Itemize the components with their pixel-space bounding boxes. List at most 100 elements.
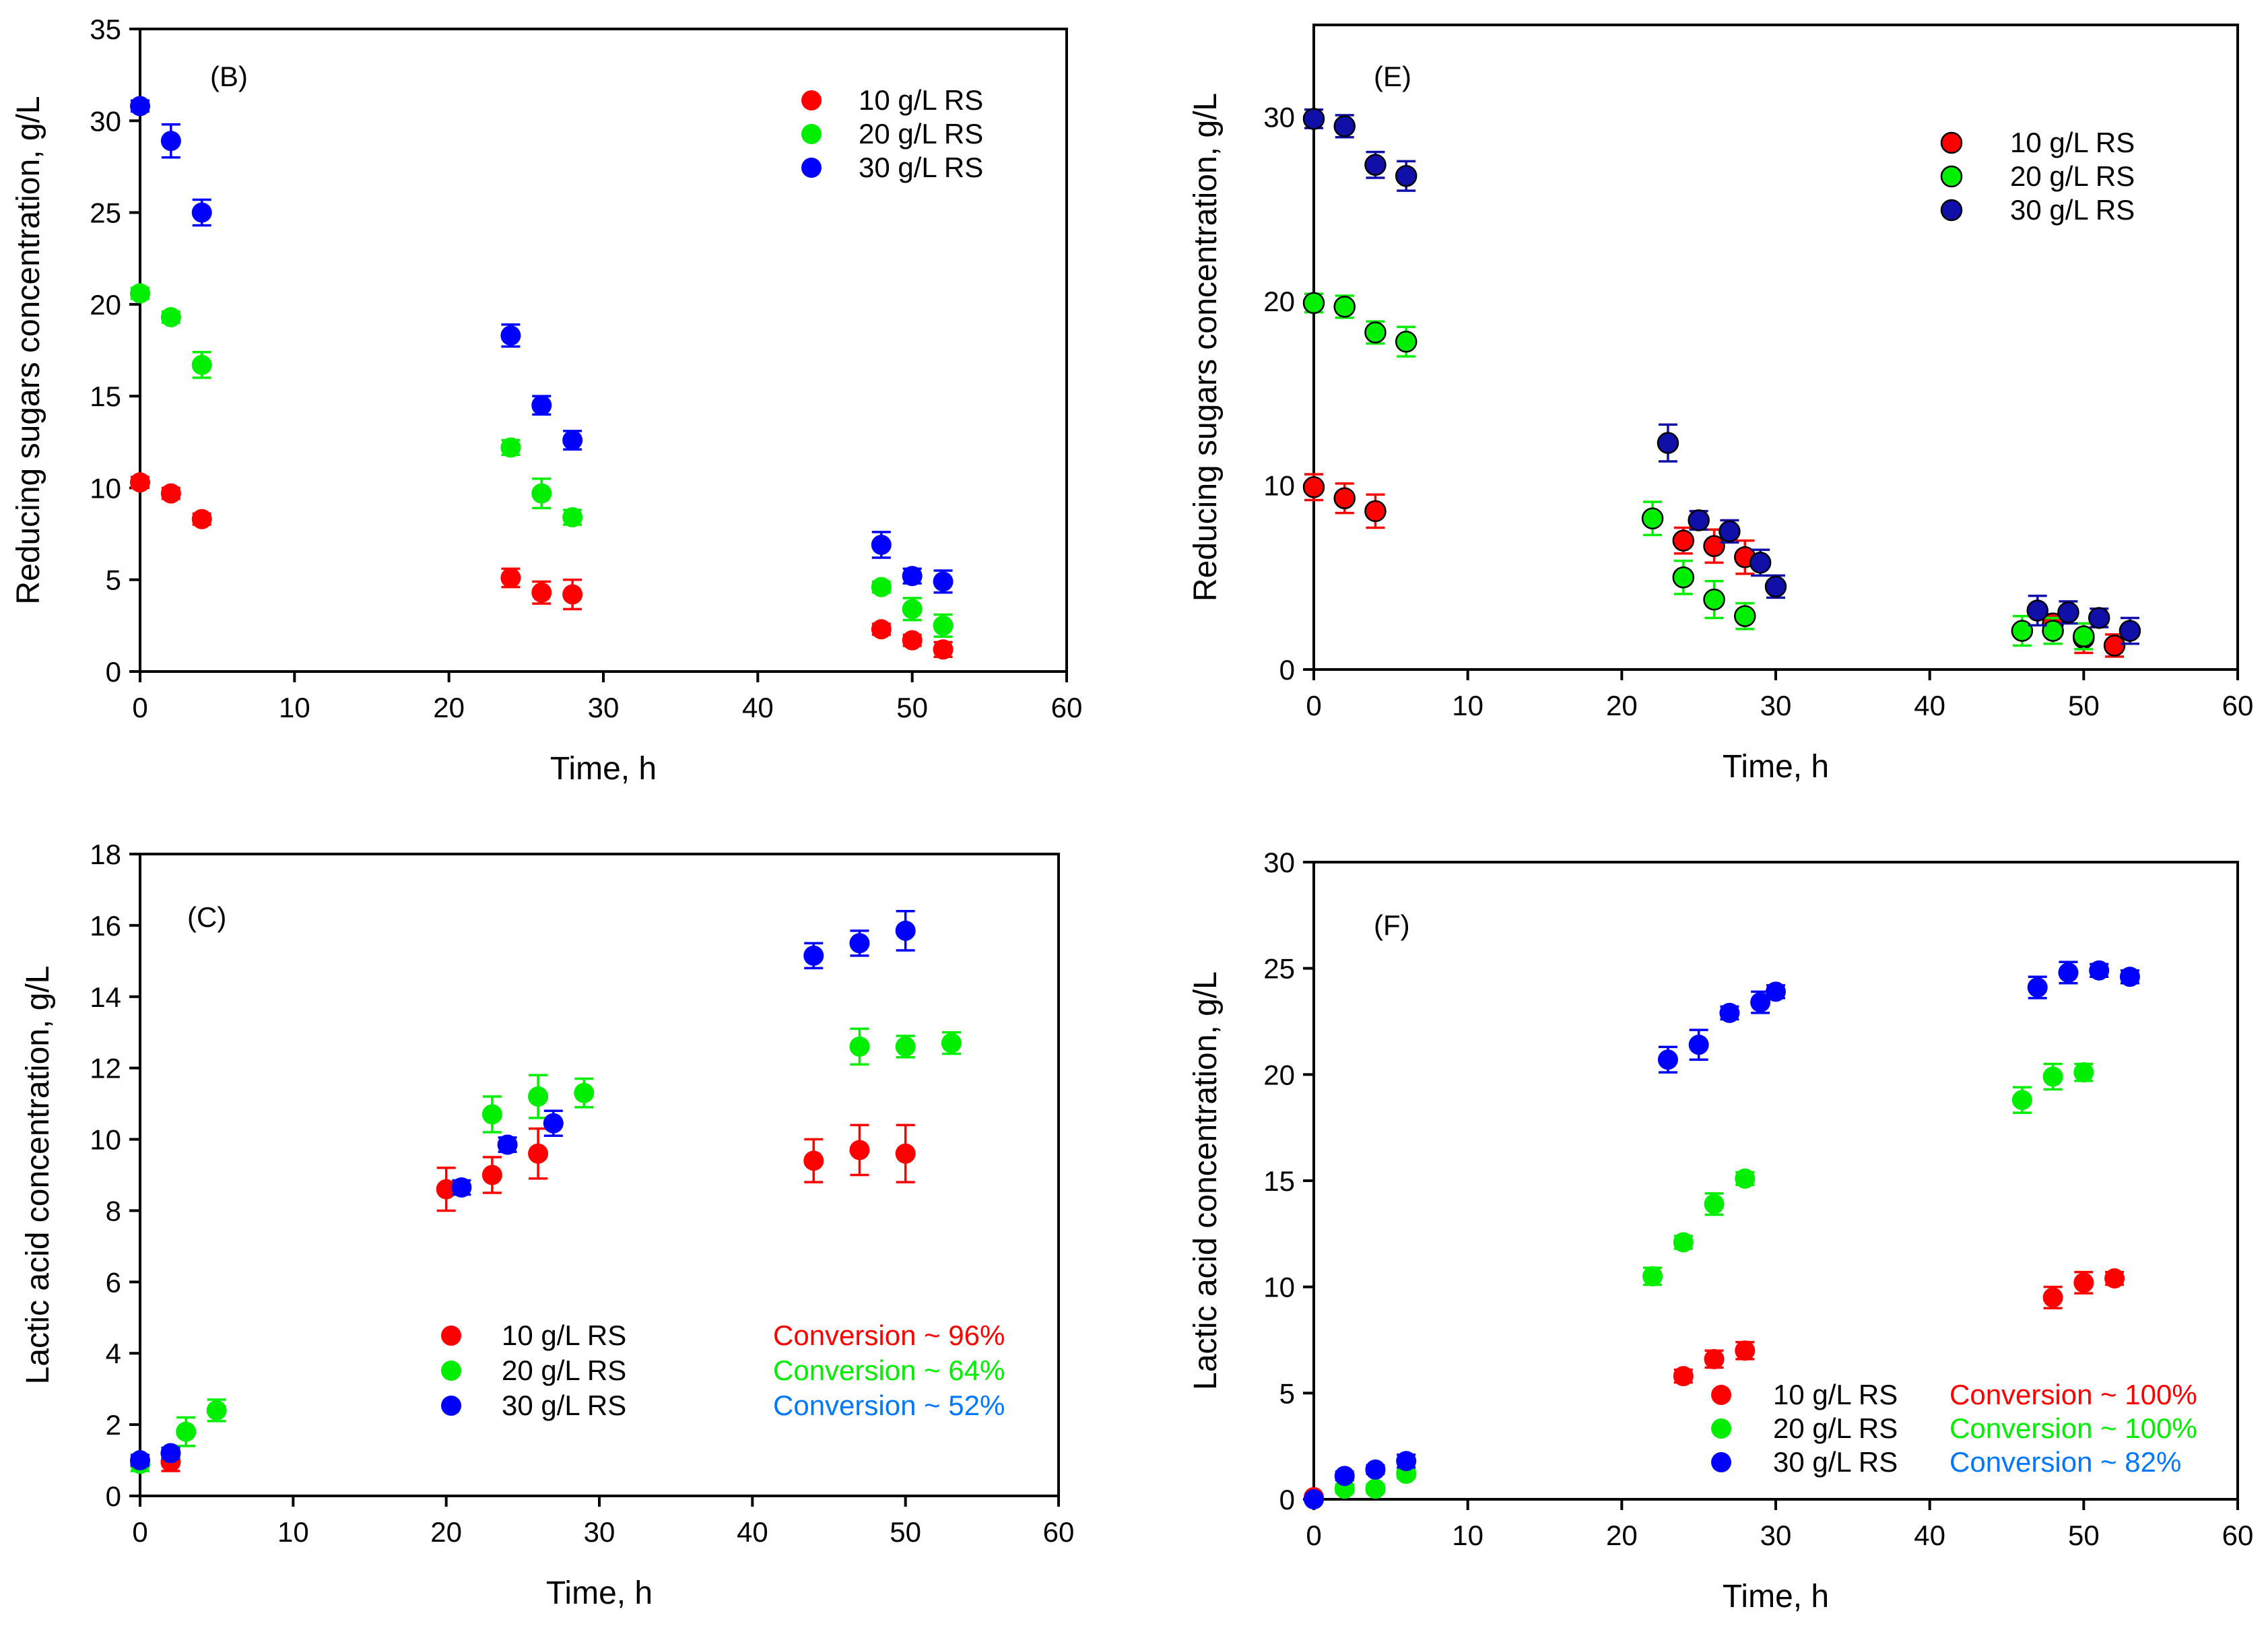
conversion-annotation: Conversion ~ 96% xyxy=(773,1319,1005,1351)
data-point xyxy=(1365,1459,1386,1480)
y-tick-label: 10 xyxy=(90,1124,121,1156)
data-point xyxy=(2073,625,2095,648)
y-axis-label: Lactic acid concentration, g/L xyxy=(20,966,56,1385)
data-point xyxy=(1688,1035,1709,1055)
data-point xyxy=(1703,535,1725,558)
data-point xyxy=(497,1134,518,1155)
data-point xyxy=(902,630,923,651)
data-point xyxy=(191,202,212,223)
legend-marker xyxy=(1711,1385,1731,1405)
x-tick-label: 40 xyxy=(1914,1519,1945,1551)
data-point xyxy=(2026,599,2048,622)
data-point xyxy=(531,483,552,504)
y-tick-label: 12 xyxy=(90,1053,121,1084)
panel-e-reducing-sugars: 0 10 20 30 40 50 60 0 10 20 30 Time, h Reducing suga… xyxy=(1188,24,2254,785)
data-point xyxy=(1673,1232,1694,1253)
series-3 xyxy=(1302,108,2141,645)
data-point xyxy=(1302,476,1325,498)
data-point xyxy=(1749,552,1772,574)
data-point xyxy=(481,1104,502,1125)
data-point xyxy=(562,507,583,528)
data-point xyxy=(2073,1272,2094,1293)
data-point xyxy=(2042,620,2064,642)
y-tick-label: 25 xyxy=(90,197,121,229)
data-point xyxy=(500,567,521,588)
x-tick-label: 10 xyxy=(1452,1519,1483,1551)
legend-label: 10 g/L RS xyxy=(2010,127,2135,158)
series-2 xyxy=(1302,292,2095,651)
data-point xyxy=(902,566,923,587)
data-point xyxy=(895,920,916,941)
x-tick-label: 0 xyxy=(1306,690,1321,721)
data-point xyxy=(2057,601,2079,624)
data-point xyxy=(1657,432,1679,454)
data-point xyxy=(562,584,583,605)
x-tick-label: 40 xyxy=(1914,690,1945,721)
data-point xyxy=(1704,1194,1725,1214)
y-tick-label: 15 xyxy=(1263,1165,1295,1197)
data-point xyxy=(2119,620,2141,642)
data-point xyxy=(1395,164,1418,187)
series-3 xyxy=(130,909,916,1471)
data-point xyxy=(1719,1002,1740,1023)
legend-marker xyxy=(801,124,822,144)
data-point xyxy=(130,96,150,117)
data-point xyxy=(528,1086,549,1107)
panel-label: (F) xyxy=(1374,909,1410,941)
x-tick-label: 10 xyxy=(277,1516,309,1548)
y-axis-label: Reducing sugars concentration, g/L xyxy=(1188,93,1224,601)
y-axis-label: Reducing sugars concentration, g/L xyxy=(11,96,46,604)
data-point xyxy=(1334,1466,1355,1486)
data-point xyxy=(2058,962,2079,983)
y-tick-label: 4 xyxy=(106,1338,121,1369)
y-tick-label: 15 xyxy=(90,381,121,412)
data-point xyxy=(1657,1049,1678,1070)
x-tick-label: 40 xyxy=(737,1516,768,1548)
y-tick-label: 14 xyxy=(90,981,121,1013)
data-point xyxy=(2073,1062,2094,1083)
legend-marker xyxy=(1711,1418,1731,1439)
x-tick-label: 20 xyxy=(433,692,465,723)
x-tick-label: 60 xyxy=(1043,1516,1075,1548)
legend-marker xyxy=(441,1326,461,1346)
data-point xyxy=(160,483,181,504)
data-point xyxy=(1672,566,1695,589)
legend-marker xyxy=(1940,199,1963,222)
x-tick-label: 60 xyxy=(2222,690,2254,721)
data-point xyxy=(1333,115,1356,137)
y-tick-label: 0 xyxy=(1279,654,1295,686)
data-point xyxy=(1735,1340,1756,1361)
data-point xyxy=(562,430,583,451)
data-point xyxy=(500,325,521,346)
data-point xyxy=(1704,1348,1725,1369)
legend-label: 20 g/L RS xyxy=(502,1354,626,1386)
data-point xyxy=(130,1450,150,1471)
y-tick-label: 10 xyxy=(1263,1272,1295,1303)
data-point xyxy=(2089,960,2110,981)
data-point xyxy=(2104,1268,2125,1289)
data-point xyxy=(531,395,552,416)
data-point xyxy=(803,945,824,966)
y-tick-label: 20 xyxy=(1263,1059,1295,1090)
data-point xyxy=(2011,1090,2032,1111)
x-tick-label: 30 xyxy=(584,1516,615,1548)
x-tick-label: 60 xyxy=(1051,692,1083,723)
series-2 xyxy=(130,283,954,638)
data-point xyxy=(1302,108,1325,130)
y-axis-label: Lactic acid concentration, g/L xyxy=(1188,971,1224,1390)
y-tick-label: 10 xyxy=(90,472,121,504)
x-tick-label: 20 xyxy=(1606,1519,1638,1551)
data-point xyxy=(803,1150,824,1171)
data-point xyxy=(933,615,954,636)
conversion-annotation: Conversion ~ 100% xyxy=(1949,1379,2197,1410)
y-tick-label: 30 xyxy=(1263,102,1295,133)
y-tick-label: 2 xyxy=(106,1409,121,1441)
y-tick-label: 30 xyxy=(1263,847,1295,878)
panel-label: (B) xyxy=(210,61,248,92)
data-point xyxy=(1333,487,1356,509)
legend-marker xyxy=(801,90,822,110)
y-tick-label: 10 xyxy=(1263,470,1295,502)
